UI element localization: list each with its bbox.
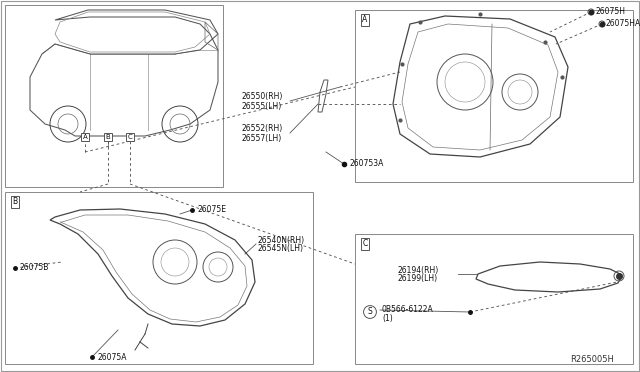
Text: 26199(LH): 26199(LH)	[398, 275, 438, 283]
Text: A: A	[362, 16, 367, 25]
Text: 26075HA: 26075HA	[606, 19, 640, 29]
Text: A: A	[83, 134, 88, 140]
Text: 26075E: 26075E	[198, 205, 227, 214]
Text: B: B	[106, 134, 110, 140]
Text: B: B	[12, 198, 17, 206]
Text: 26075A: 26075A	[98, 353, 127, 362]
Text: 26075B: 26075B	[19, 263, 49, 273]
Text: 26075H: 26075H	[595, 7, 625, 16]
Bar	[355, 234, 633, 364]
Text: 26550(RH): 26550(RH)	[242, 93, 284, 102]
Text: S: S	[367, 308, 372, 317]
Text: 260753A: 260753A	[350, 160, 385, 169]
Text: 26540N(RH): 26540N(RH)	[258, 235, 305, 244]
Text: 26552(RH): 26552(RH)	[242, 125, 284, 134]
Text: 0B566-6122A: 0B566-6122A	[382, 305, 434, 314]
Text: 26194(RH): 26194(RH)	[398, 266, 439, 275]
Text: C: C	[362, 240, 367, 248]
Bar	[5, 5, 223, 187]
Text: C: C	[127, 134, 132, 140]
Text: (1): (1)	[382, 314, 393, 324]
Text: R265005H: R265005H	[570, 356, 614, 365]
Text: 26555(LH): 26555(LH)	[242, 102, 282, 110]
Text: 26557(LH): 26557(LH)	[242, 134, 282, 142]
Text: 26545N(LH): 26545N(LH)	[258, 244, 304, 253]
Bar	[5, 192, 313, 364]
Bar	[355, 10, 633, 182]
